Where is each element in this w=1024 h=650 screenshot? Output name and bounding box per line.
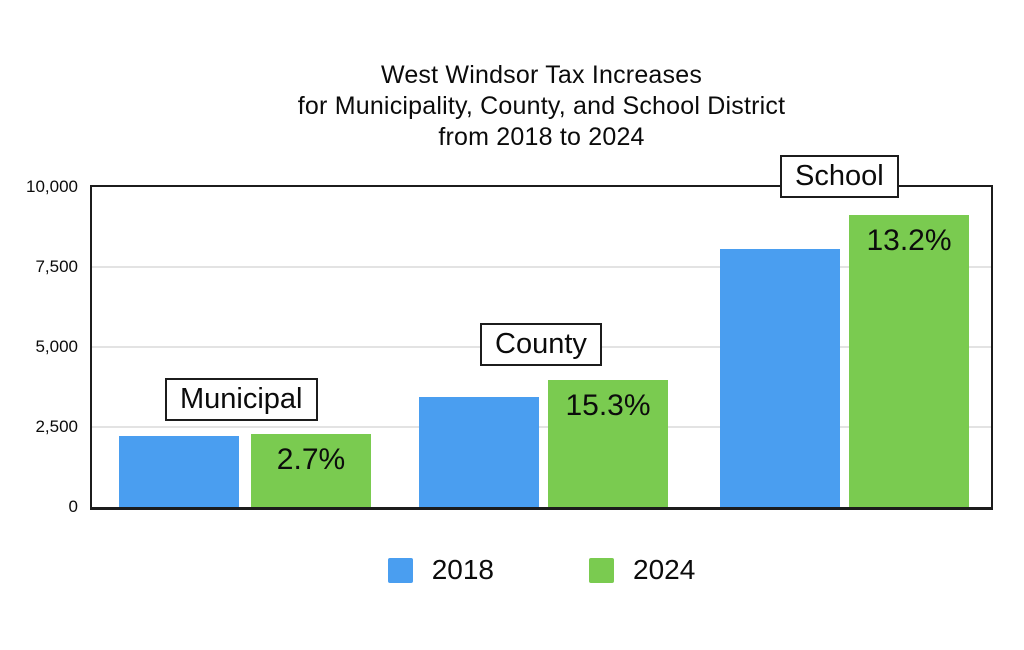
- gridline-7500: [92, 266, 991, 268]
- plot-area: 10,000 7,500 5,000 2,500 0 2.7% 15.3% 13…: [26, 155, 993, 516]
- legend-swatch-2024: [589, 557, 614, 583]
- chart-legend: 2018 2024: [90, 551, 993, 589]
- category-label-county: County: [480, 323, 602, 366]
- y-axis-tick-5000: 5,000: [35, 337, 78, 356]
- legend-item-2024: 2024: [589, 554, 695, 586]
- chart-title: West Windsor Tax Increases for Municipal…: [90, 60, 993, 153]
- increase-label-school: 13.2%: [866, 224, 952, 257]
- y-axis-tick-0: 0: [68, 497, 78, 516]
- bar-2024-county: 15.3%: [548, 380, 668, 507]
- increase-label-county: 15.3%: [565, 389, 651, 422]
- category-label-municipal: Municipal: [165, 378, 318, 421]
- bar-2024-municipal: 2.7%: [251, 434, 371, 507]
- legend-label-2024: 2024: [633, 554, 696, 585]
- bar-2018-county: [419, 397, 539, 507]
- bar-2024-school: 13.2%: [849, 215, 969, 507]
- chart-title-line-1: West Windsor Tax Increases: [380, 61, 703, 89]
- legend-label-2018: 2018: [431, 554, 494, 585]
- y-axis-tick-2500: 2,500: [35, 417, 78, 436]
- legend-swatch-2018: [387, 557, 413, 583]
- increase-label-municipal: 2.7%: [276, 443, 346, 476]
- bar-2018-municipal: [119, 436, 239, 507]
- bar-2018-school: [720, 249, 840, 507]
- y-axis-tick-7500: 7,500: [35, 257, 78, 276]
- category-label-school: School: [780, 155, 899, 198]
- chart-title-line-2: for Municipality, County, and School Dis…: [297, 92, 786, 120]
- y-axis-tick-10000: 10,000: [26, 177, 78, 196]
- chart-title-line-3: from 2018 to 2024: [438, 123, 645, 151]
- plot-inner: 10,000 7,500 5,000 2,500 0 2.7% 15.3% 13…: [26, 155, 991, 516]
- gridline-2500: [92, 426, 991, 428]
- legend-item-2018: 2018: [387, 554, 494, 586]
